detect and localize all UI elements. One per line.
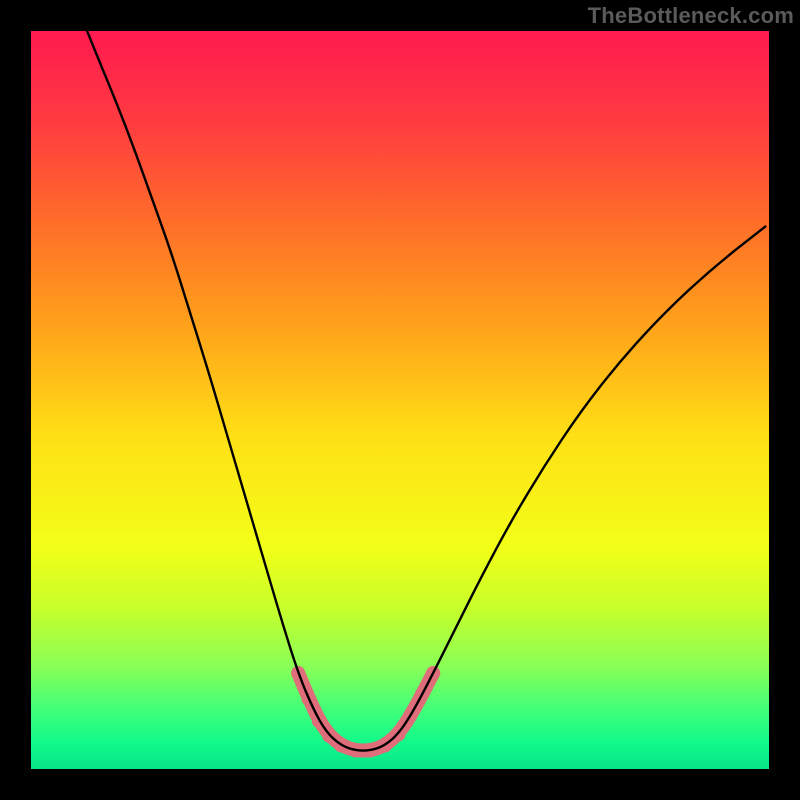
chart-svg bbox=[0, 0, 800, 800]
chart-canvas: TheBottleneck.com bbox=[0, 0, 800, 800]
plot-background bbox=[31, 31, 769, 769]
